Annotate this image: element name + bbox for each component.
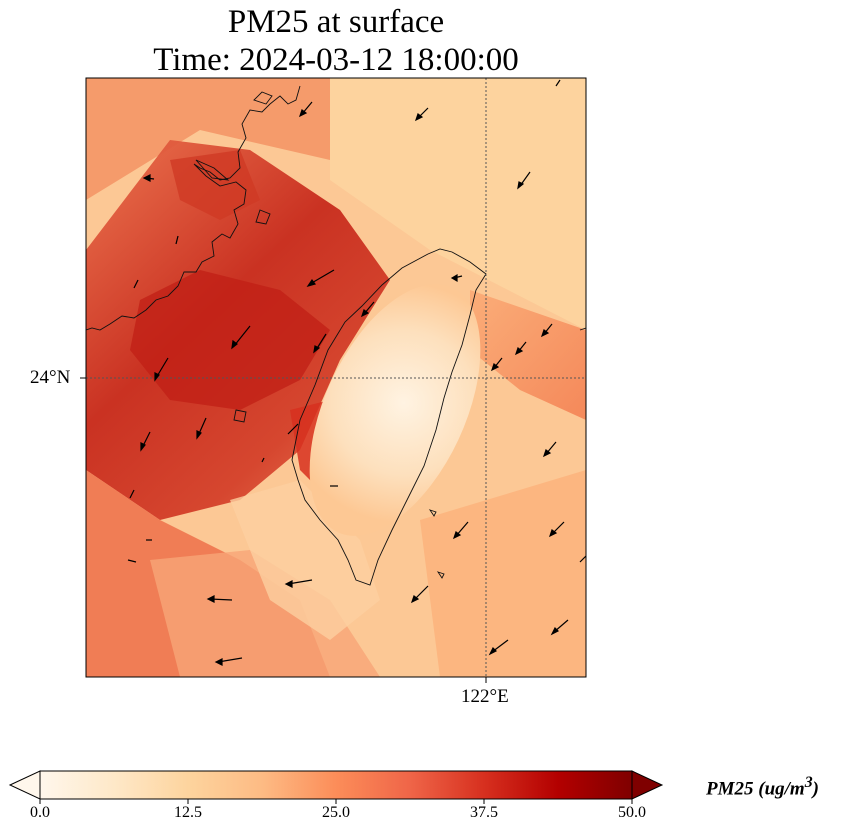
wind-arrow bbox=[284, 579, 313, 588]
wind-arrow bbox=[129, 489, 135, 499]
lon-tick-label: 122°E bbox=[461, 686, 509, 707]
coastlines bbox=[86, 85, 586, 586]
colorbar bbox=[8, 770, 664, 804]
colorbar-label-text: PM25 (ug/m bbox=[706, 778, 805, 800]
wind-arrow bbox=[231, 325, 251, 350]
colorbar-label-close: ) bbox=[812, 778, 819, 800]
wind-arrow bbox=[548, 521, 565, 538]
colorbar-extend-min bbox=[8, 770, 41, 800]
wind-arrow bbox=[360, 301, 375, 318]
wind-arrow bbox=[410, 585, 429, 604]
wind-arrow bbox=[490, 357, 503, 372]
wind-arrow bbox=[514, 341, 527, 356]
wind-arrow bbox=[133, 279, 139, 289]
wind-arrow bbox=[287, 423, 299, 435]
wind-arrow bbox=[140, 431, 151, 452]
taiwan-coastline bbox=[291, 248, 487, 586]
wind-vectors bbox=[127, 79, 587, 666]
wind-arrow bbox=[542, 441, 557, 458]
colorbar-gradient bbox=[39, 770, 633, 800]
wind-arrow bbox=[540, 323, 553, 338]
wind-arrow bbox=[555, 79, 561, 87]
colorbar-label: PM25 (ug/m3) bbox=[706, 774, 819, 800]
wind-arrow bbox=[452, 521, 469, 540]
china-coastline bbox=[86, 85, 301, 331]
colorbar-tick-label: 0.0 bbox=[30, 804, 50, 821]
wind-arrow bbox=[142, 174, 155, 182]
colorbar-tick-label: 50.0 bbox=[618, 804, 646, 821]
wind-arrow bbox=[550, 619, 569, 636]
colorbar-extend-max bbox=[631, 770, 664, 800]
colorbar-tick-label: 25.0 bbox=[322, 804, 350, 821]
wind-arrow bbox=[313, 333, 327, 354]
colorbar-ticks bbox=[39, 799, 633, 804]
lat-tick-label: 24°N bbox=[30, 367, 71, 388]
wind-arrow bbox=[517, 171, 531, 190]
wind-arrow bbox=[261, 457, 265, 463]
wind-arrow bbox=[196, 417, 207, 440]
wind-arrow bbox=[306, 269, 335, 288]
wind-arrow bbox=[579, 555, 587, 563]
map-subtitle-time: Time: 2024-03-12 18:00:00 bbox=[153, 42, 519, 78]
colorbar-label-superscript: 3 bbox=[804, 774, 813, 791]
colorbar-tick-label: 37.5 bbox=[470, 804, 498, 821]
wind-arrow bbox=[298, 101, 313, 118]
map-title: PM25 at surface bbox=[227, 4, 445, 40]
wind-arrow bbox=[488, 639, 509, 656]
wind-arrow bbox=[154, 357, 169, 382]
colorbar-tick-label: 12.5 bbox=[174, 804, 202, 821]
wind-arrow bbox=[450, 273, 463, 283]
wind-arrow bbox=[214, 657, 243, 666]
wind-arrow bbox=[206, 595, 233, 603]
wind-arrow bbox=[127, 559, 137, 563]
wind-arrow bbox=[175, 235, 179, 245]
wind-arrow bbox=[414, 107, 429, 122]
